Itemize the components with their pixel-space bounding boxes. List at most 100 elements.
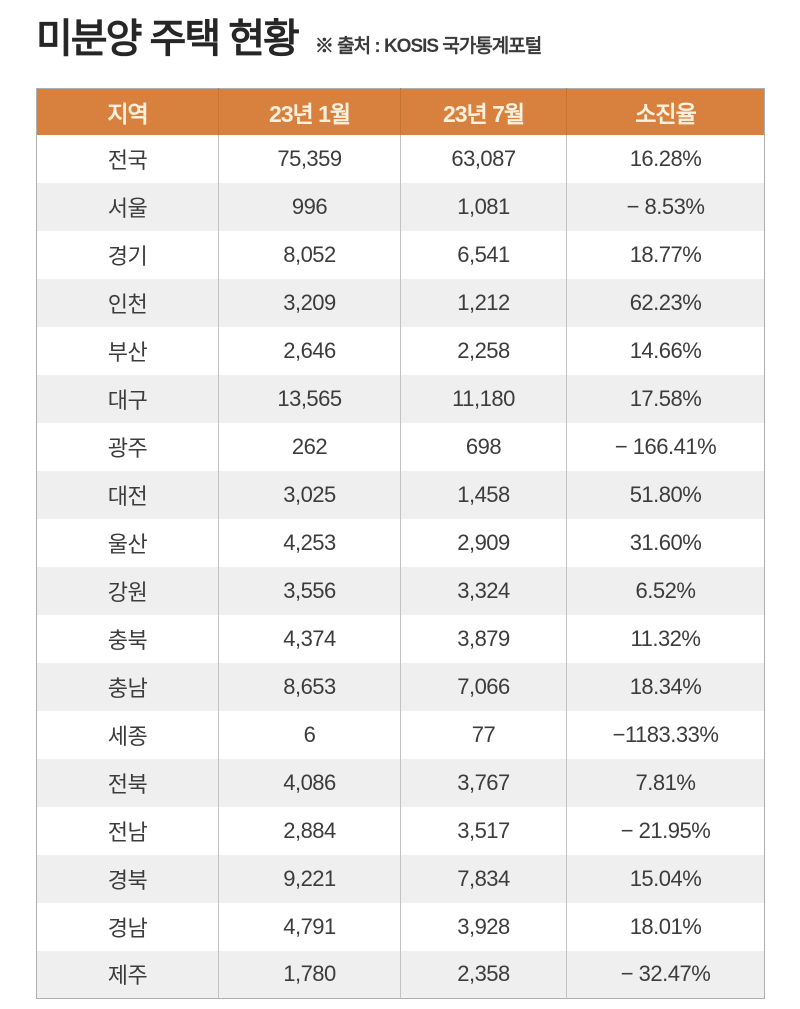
jul-2023-value-cell: 3,517 <box>400 806 567 855</box>
absorption-rate-cell: 17.58% <box>566 374 765 423</box>
absorption-rate-cell: 14.66% <box>566 326 765 375</box>
jan-2023-value-cell: 4,374 <box>218 614 401 663</box>
table-row: 경북 9,221 7,834 15.04% <box>36 854 765 903</box>
table-row: 세종 6 77 −1183.33% <box>36 710 765 759</box>
table-row: 전국 75,359 63,087 16.28% <box>36 134 765 183</box>
table-row: 울산 4,253 2,909 31.60% <box>36 518 765 567</box>
absorption-rate-cell: 6.52% <box>566 566 765 615</box>
region-cell: 강원 <box>36 566 219 615</box>
jul-2023-value-cell: 3,324 <box>400 566 567 615</box>
region-cell: 세종 <box>36 710 219 759</box>
region-cell: 인천 <box>36 278 219 327</box>
jan-2023-value-cell: 996 <box>218 182 401 231</box>
jul-2023-value-cell: 3,928 <box>400 902 567 951</box>
jul-2023-value-cell: 77 <box>400 710 567 759</box>
table-row: 대구 13,565 11,180 17.58% <box>36 374 765 423</box>
jul-2023-value-cell: 1,081 <box>400 182 567 231</box>
column-header-jul-2023: 23년 7월 <box>400 88 567 135</box>
region-cell: 경기 <box>36 230 219 279</box>
jan-2023-value-cell: 13,565 <box>218 374 401 423</box>
absorption-rate-cell: − 166.41% <box>566 422 765 471</box>
table-row: 전남 2,884 3,517− 21.95% <box>36 806 765 855</box>
absorption-rate-cell: 18.34% <box>566 662 765 711</box>
table-row: 충남 8,653 7,066 18.34% <box>36 662 765 711</box>
table-row: 강원 3,556 3,324 6.52% <box>36 566 765 615</box>
absorption-rate-cell: 31.60% <box>566 518 765 567</box>
absorption-rate-cell: −1183.33% <box>566 710 765 759</box>
jul-2023-value-cell: 1,212 <box>400 278 567 327</box>
jul-2023-value-cell: 3,879 <box>400 614 567 663</box>
column-header-jan-2023: 23년 1월 <box>218 88 401 135</box>
jan-2023-value-cell: 9,221 <box>218 854 401 903</box>
jul-2023-value-cell: 2,909 <box>400 518 567 567</box>
jul-2023-value-cell: 2,358 <box>400 950 567 999</box>
table-row: 경기 8,052 6,541 18.77% <box>36 230 765 279</box>
region-cell: 대구 <box>36 374 219 423</box>
absorption-rate-cell: 51.80% <box>566 470 765 519</box>
table-row: 서울 996 1,081− 8.53% <box>36 182 765 231</box>
table-row: 경남 4,791 3,928 18.01% <box>36 902 765 951</box>
column-header-region: 지역 <box>36 88 219 135</box>
jan-2023-value-cell: 4,791 <box>218 902 401 951</box>
jul-2023-value-cell: 11,180 <box>400 374 567 423</box>
page-title: 미분양 주택 현황 <box>36 17 300 61</box>
table-body: 전국 75,359 63,087 16.28% 서울 996 1,081− 8.53% 경기 8… <box>36 134 765 999</box>
table-row: 광주 262 698− 166.41% <box>36 422 765 471</box>
jan-2023-value-cell: 6 <box>218 710 401 759</box>
absorption-rate-cell: 16.28% <box>566 134 765 183</box>
jul-2023-value-cell: 3,767 <box>400 758 567 807</box>
region-cell: 충북 <box>36 614 219 663</box>
jul-2023-value-cell: 6,541 <box>400 230 567 279</box>
table-row: 제주 1,780 2,358− 32.47% <box>36 950 765 999</box>
region-cell: 경북 <box>36 854 219 903</box>
region-cell: 전남 <box>36 806 219 855</box>
jul-2023-value-cell: 2,258 <box>400 326 567 375</box>
region-cell: 서울 <box>36 182 219 231</box>
absorption-rate-cell: − 32.47% <box>566 950 765 999</box>
region-cell: 부산 <box>36 326 219 375</box>
region-cell: 전국 <box>36 134 219 183</box>
jan-2023-value-cell: 3,556 <box>218 566 401 615</box>
jan-2023-value-cell: 3,025 <box>218 470 401 519</box>
jan-2023-value-cell: 8,052 <box>218 230 401 279</box>
table-header: 지역 23년 1월 23년 7월 소진율 <box>36 88 765 135</box>
source-note: ※ 출처 : KOSIS 국가통계포털 <box>314 36 542 57</box>
absorption-rate-cell: − 8.53% <box>566 182 765 231</box>
region-cell: 광주 <box>36 422 219 471</box>
jul-2023-value-cell: 7,834 <box>400 854 567 903</box>
jul-2023-value-cell: 63,087 <box>400 134 567 183</box>
jan-2023-value-cell: 262 <box>218 422 401 471</box>
jul-2023-value-cell: 7,066 <box>400 662 567 711</box>
jul-2023-value-cell: 1,458 <box>400 470 567 519</box>
jan-2023-value-cell: 2,884 <box>218 806 401 855</box>
jul-2023-value-cell: 698 <box>400 422 567 471</box>
table-row: 전북 4,086 3,767 7.81% <box>36 758 765 807</box>
jan-2023-value-cell: 75,359 <box>218 134 401 183</box>
absorption-rate-cell: 7.81% <box>566 758 765 807</box>
jan-2023-value-cell: 4,253 <box>218 518 401 567</box>
region-cell: 경남 <box>36 902 219 951</box>
region-cell: 전북 <box>36 758 219 807</box>
jan-2023-value-cell: 2,646 <box>218 326 401 375</box>
table-row: 충북 4,374 3,879 11.32% <box>36 614 765 663</box>
absorption-rate-cell: 11.32% <box>566 614 765 663</box>
table-row: 인천 3,209 1,212 62.23% <box>36 278 765 327</box>
header-row: 지역 23년 1월 23년 7월 소진율 <box>36 88 765 135</box>
region-cell: 충남 <box>36 662 219 711</box>
region-cell: 제주 <box>36 950 219 999</box>
absorption-rate-cell: 62.23% <box>566 278 765 327</box>
page-header: 미분양 주택 현황 ※ 출처 : KOSIS 국가통계포털 <box>36 14 542 64</box>
jan-2023-value-cell: 4,086 <box>218 758 401 807</box>
jan-2023-value-cell: 8,653 <box>218 662 401 711</box>
absorption-rate-cell: − 21.95% <box>566 806 765 855</box>
absorption-rate-cell: 18.77% <box>566 230 765 279</box>
absorption-rate-cell: 15.04% <box>566 854 765 903</box>
region-cell: 대전 <box>36 470 219 519</box>
jan-2023-value-cell: 1,780 <box>218 950 401 999</box>
jan-2023-value-cell: 3,209 <box>218 278 401 327</box>
table-row: 부산 2,646 2,258 14.66% <box>36 326 765 375</box>
table-row: 대전 3,025 1,458 51.80% <box>36 470 765 519</box>
region-cell: 울산 <box>36 518 219 567</box>
column-header-absorption-rate: 소진율 <box>566 88 765 135</box>
